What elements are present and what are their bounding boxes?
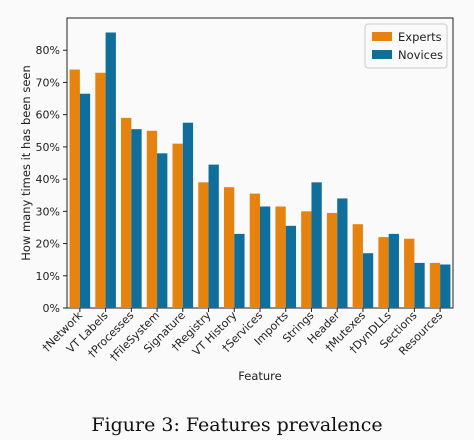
bar-novices	[182, 122, 194, 308]
bar-novices	[131, 129, 142, 308]
bar-experts	[69, 69, 80, 308]
bar-novices	[440, 264, 451, 308]
legend: Experts Novices	[364, 23, 448, 69]
bar-novices	[79, 93, 91, 308]
bar-novices	[157, 153, 168, 308]
bar-novices	[285, 225, 297, 308]
bar-novices	[362, 253, 374, 308]
bar-experts	[95, 72, 106, 309]
bar-experts	[429, 262, 441, 308]
bar-experts	[378, 237, 389, 308]
bar-novices	[234, 233, 245, 308]
bar-experts	[223, 187, 235, 308]
bar-novices	[260, 206, 271, 308]
y-axis: 0% 10% 20% 30% 40% 50% 60% 70% 80%	[36, 44, 67, 315]
bar-experts	[121, 117, 132, 308]
bar-novices	[388, 233, 399, 308]
bars-group	[69, 32, 451, 309]
figure-caption: Figure 3: Features prevalence	[91, 414, 383, 436]
bar-experts	[172, 143, 183, 308]
x-axis-label: Feature	[238, 369, 281, 383]
legend-label: Novices	[398, 48, 443, 62]
legend-swatch	[372, 50, 392, 59]
bar-experts	[198, 182, 209, 308]
bar-novices	[414, 262, 425, 308]
bar-novices	[337, 198, 348, 308]
bar-novices	[311, 182, 322, 308]
y-tick-label: 40%	[36, 173, 60, 186]
bar-experts	[275, 206, 286, 308]
bar-experts	[146, 130, 158, 308]
y-tick-label: 20%	[36, 238, 60, 251]
y-tick-label: 30%	[36, 205, 60, 218]
y-axis-label: How many times it has been seen	[19, 65, 33, 261]
bar-experts	[249, 193, 260, 308]
y-tick-label: 70%	[36, 76, 60, 89]
bar-novices	[105, 32, 116, 308]
bar-experts	[404, 238, 415, 308]
y-tick-label: 0%	[43, 302, 60, 315]
bar-experts	[301, 211, 312, 308]
legend-swatch	[372, 32, 392, 41]
y-tick-label: 80%	[36, 44, 60, 57]
y-tick-label: 60%	[36, 109, 60, 122]
legend-label: Experts	[398, 30, 442, 44]
bar-novices	[208, 164, 219, 308]
y-tick-label: 50%	[36, 141, 60, 154]
bar-experts	[352, 224, 363, 308]
y-tick-label: 10%	[36, 270, 60, 283]
bar-experts	[326, 212, 338, 308]
